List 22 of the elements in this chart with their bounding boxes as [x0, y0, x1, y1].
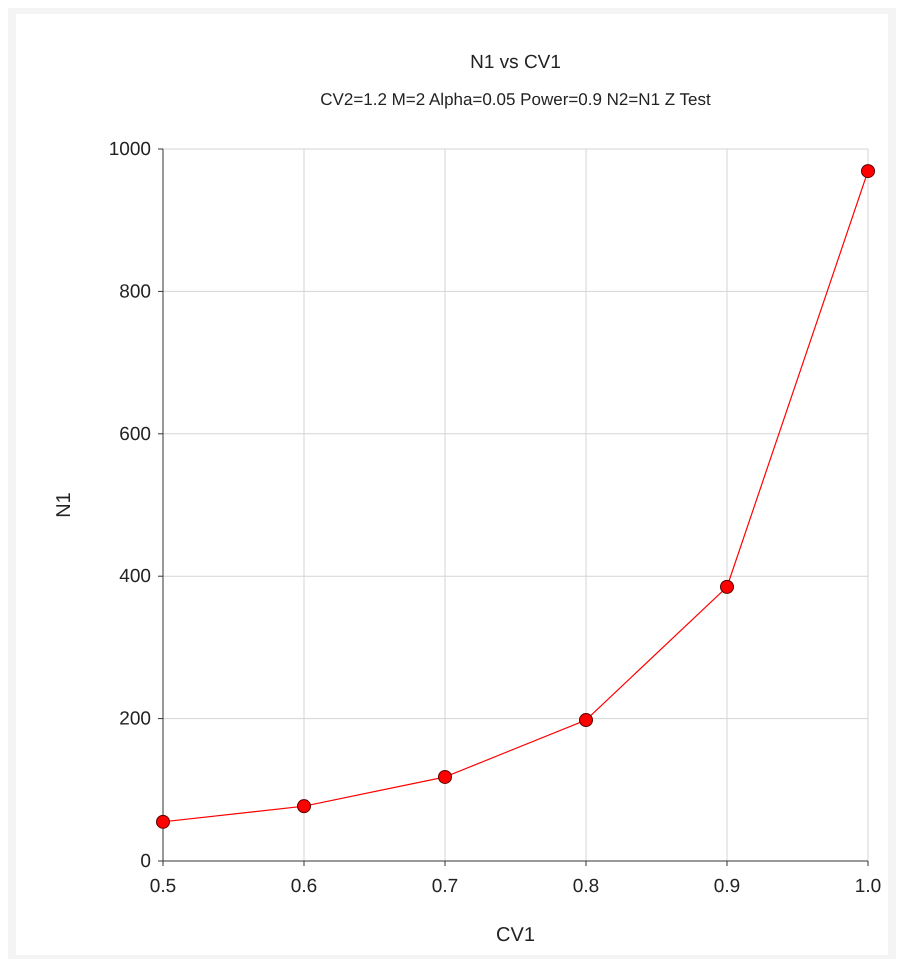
chart-subtitle: CV2=1.2 M=2 Alpha=0.05 Power=0.9 N2=N1 Z Test [320, 90, 712, 109]
y-tick-label: 800 [119, 281, 151, 302]
point [720, 580, 734, 594]
point [579, 713, 593, 728]
chart-title: N1 vs CV1 [470, 52, 561, 73]
y-tick-label: 0 [140, 851, 151, 872]
point [156, 814, 170, 829]
x-tick-label: 0.5 [150, 876, 176, 897]
x-tick-label: 0.7 [432, 876, 458, 897]
x-tick-label: 0.6 [290, 876, 318, 897]
x-tick-label: 0.8 [572, 876, 600, 897]
x-tick-label: 1.0 [854, 876, 882, 897]
point [438, 770, 452, 784]
y-tick-label: 1000 [108, 139, 151, 160]
x-tick-label: 0.9 [714, 876, 740, 897]
y-tick-label: 200 [119, 708, 151, 730]
point [297, 799, 311, 814]
y-tick-label: 400 [119, 566, 151, 588]
point [861, 164, 875, 178]
x-axis-title: CV1 [496, 924, 535, 946]
y-tick-label: 600 [119, 424, 151, 445]
y-axis-title: N1 [53, 492, 75, 518]
